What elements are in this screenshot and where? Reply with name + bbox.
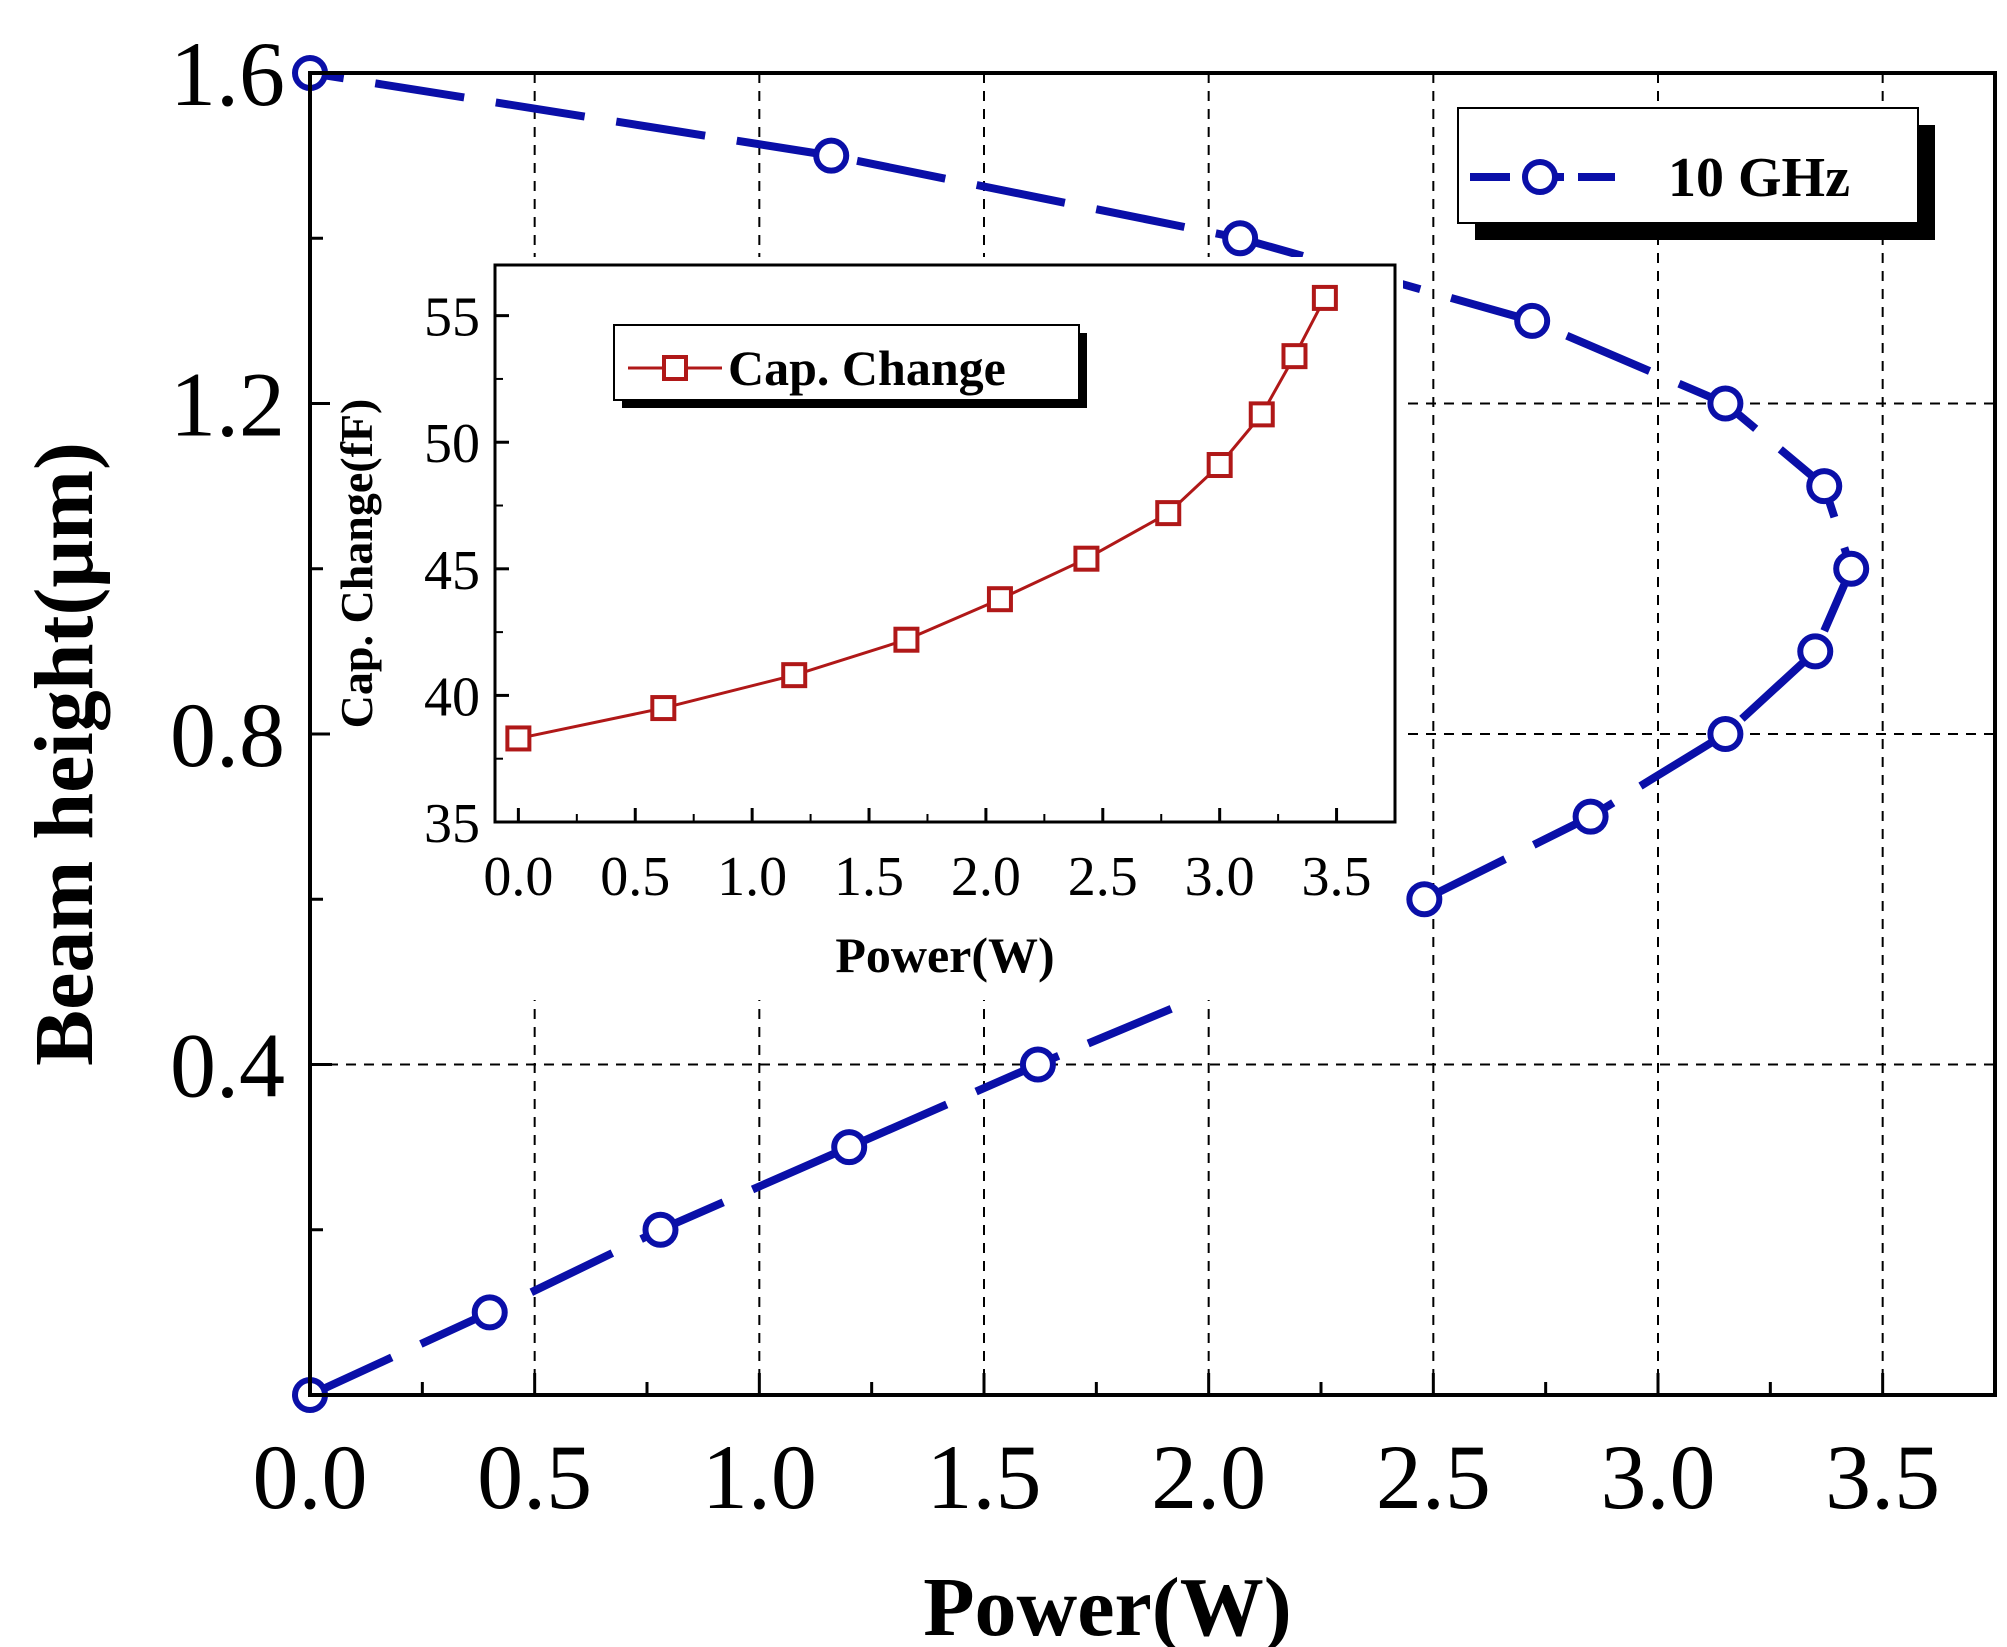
inset-x-tick-label: 1.0: [717, 846, 787, 908]
inset-plot-frame: [493, 263, 1397, 824]
main-y-tick-label: 1.6: [170, 23, 285, 125]
main-data-point: [642, 1211, 679, 1248]
inset-y-tick-label: 50: [424, 413, 480, 475]
inset-data-point: [1248, 401, 1275, 428]
main-y-tick-label: 1.2: [170, 354, 285, 456]
main-series-line: [308, 69, 1856, 1399]
inset-ticks: [495, 314, 1396, 824]
main-x-tick-label: 2.0: [1151, 1426, 1266, 1528]
inset-data-point: [1206, 452, 1233, 479]
inset-series-cap-change: [505, 284, 1338, 752]
main-data-point: [1406, 881, 1443, 918]
inset-tick-labels: 0.0 0.5 1.0 1.5 2.0 2.5 3.0 3.5 35 40 45 50 55: [424, 287, 1372, 908]
main-data-point: [813, 137, 850, 174]
inset-data-point: [505, 725, 532, 752]
main-data-point: [1797, 633, 1834, 670]
main-data-point: [1833, 550, 1870, 587]
inset-data-point: [1311, 284, 1338, 311]
inset-x-tick-label: 3.0: [1185, 846, 1255, 908]
inset-chart: 0.0 0.5 1.0 1.5 2.0 2.5 3.0 3.5 35 40 45 50 55 Power…: [330, 257, 1403, 1000]
inset-data-point: [1073, 545, 1100, 572]
main-x-tick-label: 3.0: [1601, 1426, 1716, 1528]
inset-legend-label: Cap. Change: [728, 340, 1006, 396]
inset-data-point: [986, 586, 1013, 613]
inset-y-tick-label: 35: [424, 793, 480, 855]
inset-y-tick-label: 55: [424, 287, 480, 349]
inset-x-tick-label: 2.5: [1068, 846, 1138, 908]
main-data-point: [1572, 798, 1609, 835]
inset-legend: Cap. Change: [613, 324, 1087, 408]
inset-x-tick-label: 3.5: [1302, 846, 1372, 908]
main-x-tick-label: 1.0: [702, 1426, 817, 1528]
main-data-point: [1222, 220, 1259, 257]
inset-x-tick-label: 0.0: [483, 846, 553, 908]
main-data-point: [1019, 1046, 1056, 1083]
main-data-point: [1806, 468, 1843, 505]
inset-x-tick-label: 1.5: [834, 846, 904, 908]
main-x-tick-label: 0.0: [253, 1426, 368, 1528]
inset-legend-square-marker: [662, 355, 688, 381]
main-y-tick-label: 0.8: [170, 684, 285, 786]
inset-x-tick-label: 0.5: [600, 846, 670, 908]
main-data-point: [1707, 385, 1744, 422]
main-ticks: [308, 71, 1997, 1397]
inset-data-point: [1281, 343, 1308, 370]
inset-data-point: [1155, 500, 1182, 527]
main-y-tick-label: 0.4: [170, 1015, 285, 1117]
main-x-tick-label: 3.5: [1825, 1426, 1940, 1528]
inset-x-axis-title: Power(W): [835, 927, 1054, 983]
main-x-tick-label: 2.5: [1376, 1426, 1491, 1528]
inset-y-tick-label: 40: [424, 666, 480, 728]
main-legend: 10 GHz: [1457, 107, 1935, 240]
main-data-point: [831, 1129, 868, 1166]
inset-y-tick-label: 45: [424, 540, 480, 602]
main-x-axis-title: Power(W): [923, 1561, 1291, 1647]
inset-legend-box: [613, 324, 1080, 401]
inset-x-tick-label: 2.0: [951, 846, 1021, 908]
inset-y-axis-title: Cap. Change(fF): [331, 399, 382, 729]
main-legend-label: 10 GHz: [1668, 147, 1850, 209]
main-tick-labels: 0.0 0.5 1.0 1.5 2.0 2.5 3.0 3.5 0.4 0.8 1.2 1.6: [170, 23, 1940, 1528]
main-data-point: [1707, 716, 1744, 752]
main-data-point: [471, 1294, 508, 1331]
main-x-tick-label: 1.5: [927, 1426, 1042, 1528]
inset-data-point: [893, 626, 920, 653]
main-x-tick-label: 0.5: [477, 1426, 592, 1528]
main-legend-circle-marker: [1522, 159, 1558, 195]
inset-data-point: [650, 695, 677, 722]
main-y-axis-title: Beam height(μm): [18, 442, 111, 1066]
main-data-point: [1514, 302, 1551, 339]
inset-data-point: [781, 662, 808, 689]
